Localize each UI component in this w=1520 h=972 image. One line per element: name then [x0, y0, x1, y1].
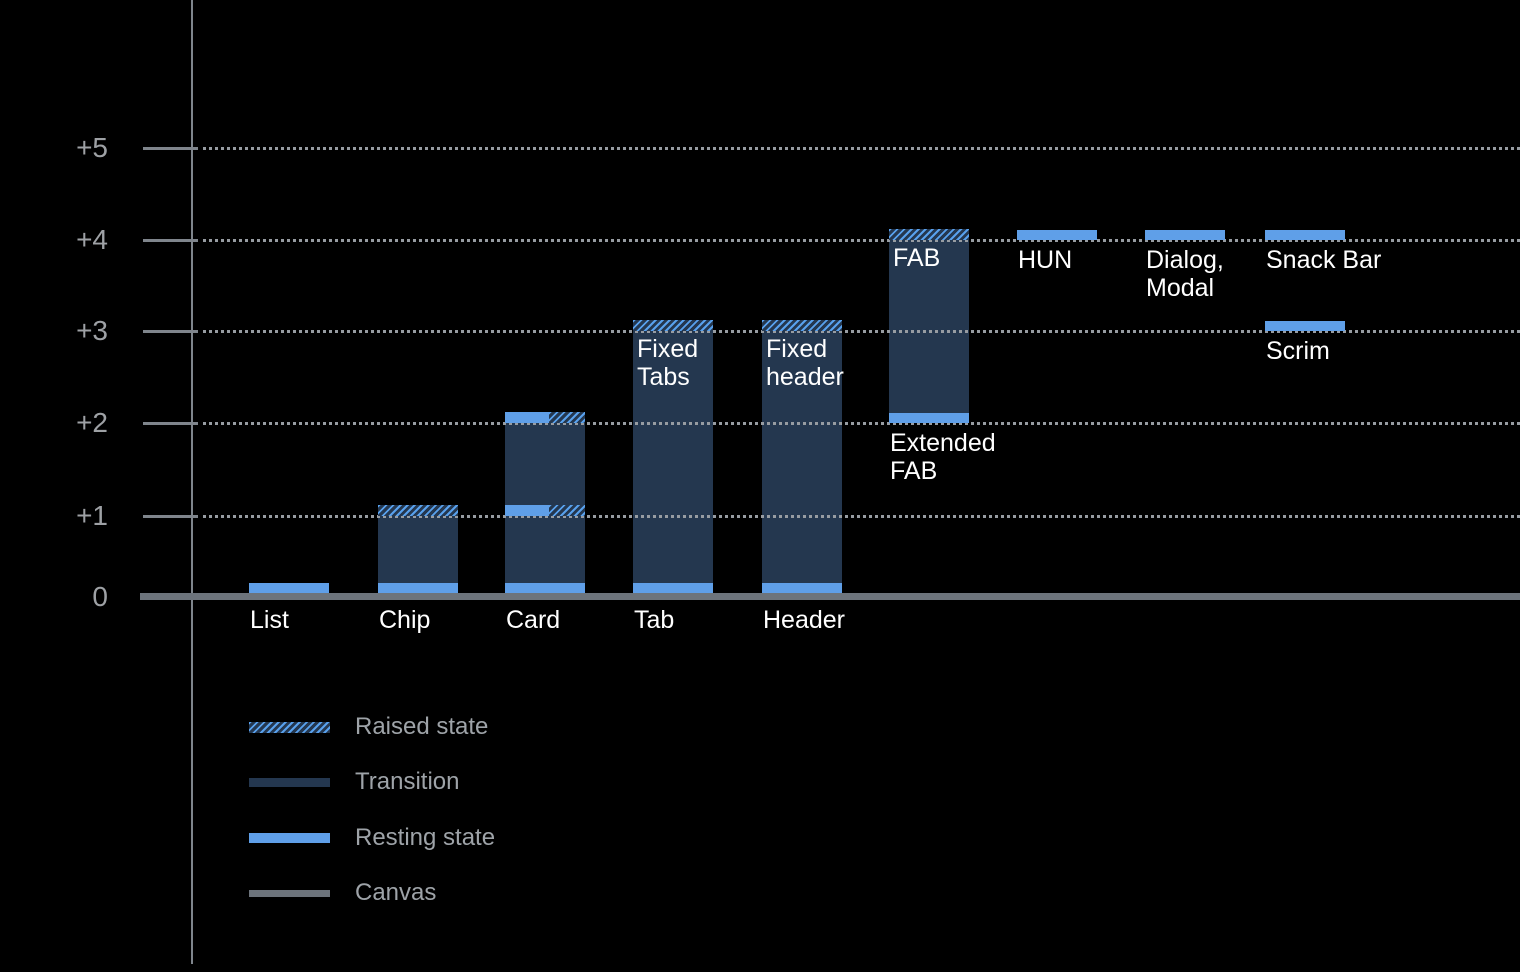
bar-raised-header [762, 320, 842, 331]
component-label-header: Header [763, 606, 845, 634]
raised-swatch [249, 721, 330, 733]
bar-resting-list [249, 583, 329, 593]
y-axis-tick [143, 239, 198, 242]
y-axis-tick-label: +2 [76, 407, 108, 438]
legend-row-canvas: Canvas [249, 879, 436, 907]
y-axis-tick [143, 330, 198, 333]
canvas-baseline [140, 593, 1520, 600]
bar-raised-chip [378, 505, 458, 516]
gridline [203, 239, 1520, 242]
bar-raised-tab [633, 320, 713, 331]
bar-resting-scrim [1265, 321, 1345, 331]
bar-resting-snack-bar [1265, 230, 1345, 240]
y-axis-tick [143, 515, 198, 518]
y-axis-tick-label: +5 [76, 132, 108, 163]
bar-label-extended-fab: FAB [893, 244, 941, 272]
component-label-extended-fab: Extended FAB [890, 429, 996, 485]
legend-label: Raised state [355, 713, 489, 740]
bar-raised-card [549, 505, 585, 516]
component-label-snack-bar: Snack Bar [1266, 246, 1382, 274]
legend-label: Transition [355, 768, 460, 796]
canvas-swatch [249, 889, 330, 897]
transition-swatch [249, 777, 330, 787]
bar-transition-header [762, 331, 842, 583]
bar-transition-chip [378, 516, 458, 583]
bar-label-tab: Fixed Tabs [637, 335, 699, 391]
y-axis-tick-label: 0 [92, 581, 108, 612]
legend-label: Resting state [355, 823, 496, 851]
gridline [203, 515, 1520, 518]
y-axis-tick-label: +1 [76, 500, 108, 531]
y-axis-tick [143, 422, 198, 425]
component-label-scrim: Scrim [1266, 337, 1330, 365]
bar-resting-extended-fab [889, 413, 969, 423]
gridline [203, 422, 1520, 425]
y-axis-line [191, 0, 193, 964]
component-label-dialog-modal: Dialog, Modal [1146, 246, 1224, 302]
bar-raised-card [549, 412, 585, 423]
y-axis-tick-label: +4 [76, 224, 108, 255]
bar-label-header: Fixed header [766, 335, 844, 391]
y-axis-tick [143, 147, 198, 150]
bar-resting-card [505, 412, 549, 423]
bar-resting-tab [633, 583, 713, 593]
y-axis-tick-label: +3 [76, 315, 108, 346]
legend-row-raised-state: Raised state [249, 713, 488, 741]
bar-resting-dialog-modal [1145, 230, 1225, 240]
bar-transition-extended-fab [889, 240, 969, 413]
bar-resting-hun [1017, 230, 1097, 240]
bar-transition-card [505, 423, 585, 583]
gridline [203, 330, 1520, 333]
resting-swatch [249, 832, 330, 843]
legend-label: Canvas [355, 879, 437, 907]
bar-resting-card [505, 505, 549, 516]
gridline [203, 147, 1520, 150]
bar-raised-extended-fab [889, 229, 969, 240]
component-label-hun: HUN [1018, 246, 1073, 274]
component-label-tab: Tab [634, 606, 675, 634]
legend-row-transition: Transition [249, 768, 459, 796]
component-label-chip: Chip [379, 606, 431, 634]
component-label-card: Card [506, 606, 561, 634]
bar-resting-card [505, 583, 585, 593]
bar-resting-chip [378, 583, 458, 593]
bar-resting-header [762, 583, 842, 593]
bar-transition-tab [633, 331, 713, 583]
component-label-list: List [250, 606, 289, 634]
legend-row-resting-state: Resting state [249, 824, 495, 852]
